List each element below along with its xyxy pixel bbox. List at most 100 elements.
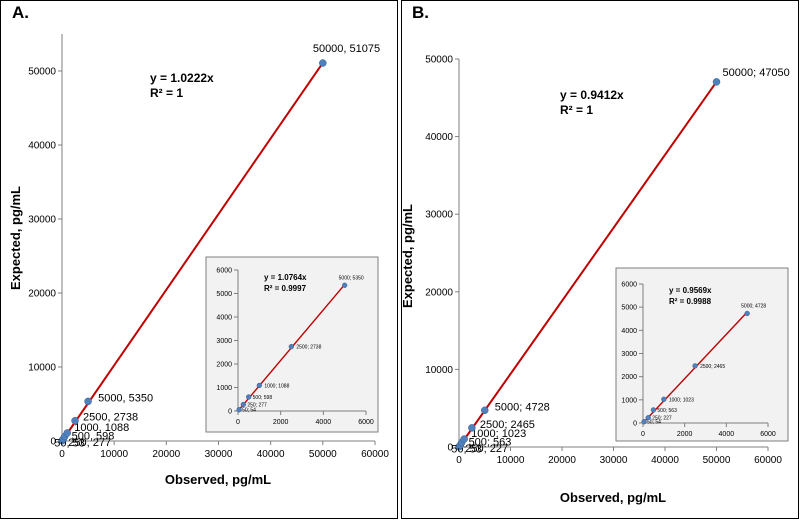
panel-b-inset-y-tick-label: 0	[633, 420, 637, 427]
panel-a-inset-y-tick-label: 4000	[216, 314, 232, 321]
panel-b-inset-x-tick-label: 6000	[760, 431, 776, 438]
panel-b-point-label: 500; 563	[469, 437, 512, 449]
panel-a-inset-point	[246, 394, 252, 400]
panel-b-inset-point-label: 500; 563	[657, 408, 677, 414]
panel-b-x-tick-label: 30000	[600, 455, 628, 466]
panel-b-inset-point-label: 50; 54	[647, 420, 661, 426]
panel-a-inset-y-tick-label: 3000	[216, 338, 232, 345]
panel-b-inset-point-label: 1000; 1023	[669, 397, 694, 403]
panel-a-point	[84, 397, 92, 406]
panel-a-inset-point-label: 2500; 2738	[296, 345, 321, 351]
panel-a-point-label: 250, 277	[68, 437, 111, 449]
panel-b-inset-point	[661, 396, 667, 402]
panel-b-y-tick-label: 50000	[425, 55, 453, 66]
panel-a-inset-point-label: 500; 598	[253, 395, 273, 401]
panel-a-inset-point	[342, 282, 348, 288]
panel-a-x-tick-label: 0	[59, 449, 65, 460]
panel-a-inset-point-label: 5000; 5350	[339, 275, 364, 281]
panel-b-inset-point	[645, 415, 651, 421]
panel-a-inset-point-label: 1000; 1088	[264, 383, 289, 389]
panel-b-point	[481, 406, 489, 415]
panel-a-y-axis-title: Expected, pg/mL	[8, 186, 23, 290]
panel-a-inset-x-tick-label: 2000	[273, 419, 289, 426]
panel-a-inset-r-squared: R² = 0.9997	[264, 284, 307, 293]
panel-a-y-tick-label: 10000	[28, 363, 56, 374]
panel-b-x-axis-title: Observed, pg/mL	[560, 490, 666, 505]
panel-a-x-tick-label: 60000	[361, 449, 389, 460]
panel-a-equation: y = 1.0222x	[150, 71, 214, 85]
panel-b-point-label: 50000; 47050	[723, 67, 790, 79]
panel-a-inset-point-label: 50; 54	[242, 408, 256, 414]
panel-a-inset-y-tick-label: 2000	[216, 361, 232, 368]
panel-a-y-tick-label: 20000	[28, 289, 56, 300]
panel-a-point-label: 2500, 2738	[83, 412, 138, 424]
panel-a-point	[71, 416, 79, 425]
panel-b-r-squared: R² = 1	[560, 103, 593, 117]
panel-b-point-label: 250; 227	[465, 443, 508, 455]
panel-b-inset-x-tick-label: 0	[641, 431, 645, 438]
panel-a-point	[63, 429, 71, 437]
panel-a-inset-point	[288, 344, 294, 350]
panel-b-inset-x-tick-label: 2000	[677, 431, 693, 438]
panel-b-y-tick-label: 30000	[425, 210, 453, 221]
panel-a-inset-y-tick-label: 6000	[216, 267, 232, 274]
panel-b-inset-point	[650, 407, 657, 413]
panel-b-x-tick-label: 20000	[548, 455, 576, 466]
panel-b-inset-y-tick-label: 3000	[621, 351, 637, 358]
panel-b-inset-point-label: 5000; 4728	[741, 303, 766, 309]
panel-b-label: B.	[412, 3, 429, 22]
panel-b-point	[712, 78, 721, 86]
panel-a-inset-equation: y = 1.0764x	[264, 273, 307, 282]
panel-a-inset-y-tick-label: 0	[228, 408, 232, 415]
panel-b-y-tick-label: 20000	[425, 287, 453, 298]
panel-a-x-axis-title: Observed, pg/mL	[165, 472, 271, 487]
panel-b-inset-x-tick-label: 4000	[719, 431, 735, 438]
panel-b-inset-y-tick-label: 6000	[621, 281, 637, 288]
panel-a-point-label: 50000, 51075	[313, 43, 380, 55]
panel-a-point-label: 500, 598	[72, 431, 115, 443]
panel-a-inset-x-tick-label: 4000	[316, 419, 332, 426]
panel-b-x-tick-label: 60000	[754, 455, 782, 466]
panel-b-y-tick-label: 10000	[425, 365, 453, 376]
panel-b-inset-y-tick-label: 1000	[621, 397, 637, 404]
panel-a-frame	[0, 0, 398, 519]
panel-a-point	[319, 59, 327, 67]
panel-a-x-tick-label: 40000	[257, 449, 285, 460]
panel-a-point-label: 1000, 1088	[74, 422, 129, 434]
panel-a-inset-point	[240, 401, 246, 408]
panel-b-inset-point-label: 2500; 2465	[700, 364, 725, 370]
panel-a-inset-x-tick-label: 6000	[358, 419, 374, 426]
panel-b-chart: B.0 10000 20000 30000 40000 50000 600000100002…	[400, 3, 790, 505]
panel-b-x-tick-label: 0	[456, 455, 462, 466]
panel-a-x-tick-label: 20000	[152, 449, 180, 460]
panel-a-inset-point	[236, 407, 242, 413]
panel-b-inset-equation: y = 0.9569x	[669, 286, 712, 295]
panel-a-x-tick-label: 50000	[309, 449, 337, 460]
panel-a-label: A.	[12, 3, 29, 22]
panel-a-inset-point-label: 250; 277	[247, 402, 267, 408]
panel-b-x-tick-label: 10000	[497, 455, 525, 466]
panel-b-inset-y-tick-label: 2000	[621, 374, 637, 381]
panel-b-inset-point-label: 250; 227	[652, 416, 672, 422]
panel-a-y-tick-label: 30000	[28, 215, 56, 226]
panel-a-x-tick-label: 10000	[100, 449, 128, 460]
panel-b-inset-r-squared: R² = 0.9988	[669, 297, 712, 306]
panel-b-equation: y = 0.9412x	[560, 88, 624, 102]
panel-a-x-tick-label: 30000	[205, 449, 233, 460]
panel-a-inset-y-tick-label: 5000	[216, 291, 232, 298]
panel-b-frame	[401, 0, 799, 519]
panel-b-y-axis-title: Expected, pg/mL	[400, 204, 415, 308]
panel-b-x-tick-label: 40000	[651, 455, 679, 466]
panel-b-y-tick-label: 0	[447, 443, 453, 454]
panel-b-point-label: 1000; 1023	[471, 428, 526, 440]
panel-b-x-tick-label: 50000	[703, 455, 731, 466]
panel-a-y-tick-label: 0	[50, 437, 56, 448]
panel-b-inset-y-tick-label: 4000	[621, 328, 637, 335]
panel-a-inset-y-tick-label: 1000	[216, 385, 232, 392]
panel-b-trendline	[458, 81, 718, 448]
panel-b-point-label: 2500; 2465	[480, 419, 535, 431]
panel-a-y-tick-label: 50000	[28, 67, 56, 78]
panel-b-inset-point	[744, 310, 750, 317]
panel-b-inset-point	[692, 363, 698, 369]
